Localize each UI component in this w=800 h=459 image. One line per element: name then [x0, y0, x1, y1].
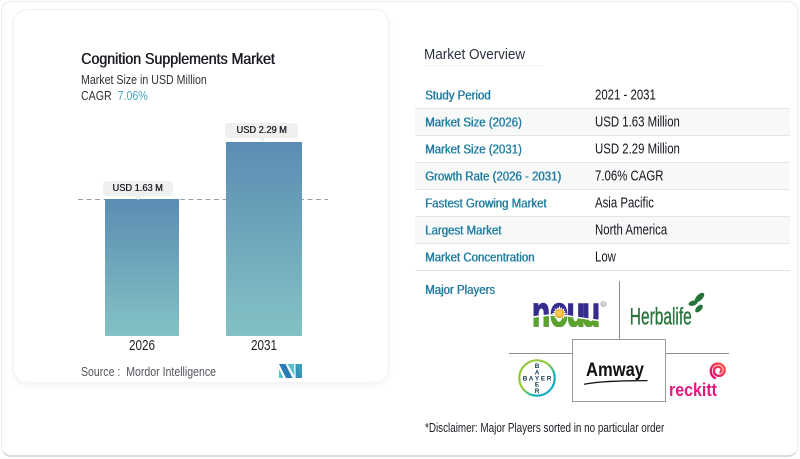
svg-text:A: A	[529, 375, 534, 382]
svg-text:nouu: nouu	[532, 301, 600, 327]
svg-text:B: B	[535, 363, 540, 370]
svg-text:reckitt: reckitt	[669, 380, 717, 398]
svg-text:E: E	[535, 382, 540, 389]
svg-text:R: R	[547, 375, 552, 382]
svg-text:R: R	[535, 388, 540, 395]
svg-text:A: A	[535, 369, 540, 376]
svg-text:Y: Y	[535, 375, 540, 382]
svg-text:B: B	[523, 375, 528, 382]
svg-text:E: E	[541, 375, 546, 382]
svg-text:Amway: Amway	[586, 360, 644, 381]
svg-text:R: R	[602, 302, 606, 307]
svg-text:Herbalife: Herbalife	[630, 304, 692, 328]
